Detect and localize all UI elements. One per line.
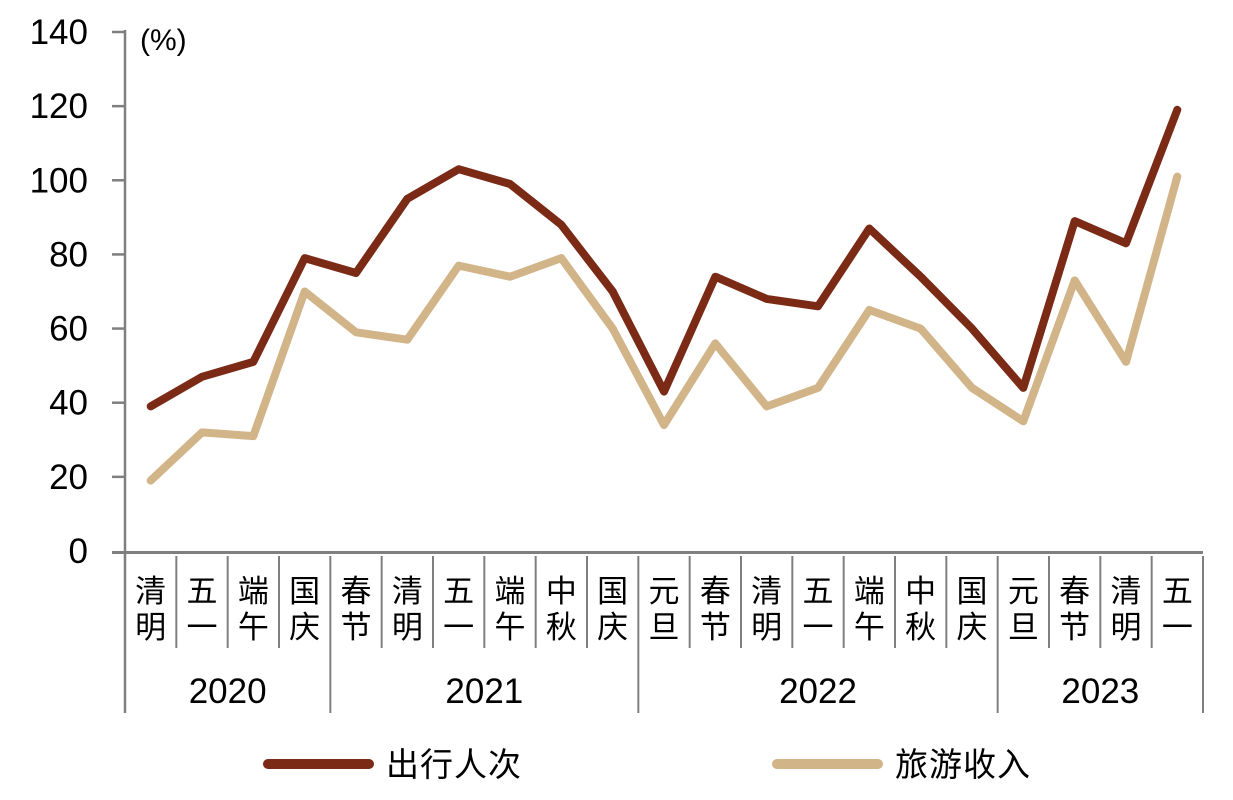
holiday-label: 中秋	[546, 574, 577, 645]
holiday-label: 端午	[495, 574, 526, 645]
holiday-label: 元旦	[1008, 574, 1039, 645]
holiday-label: 春节	[1059, 574, 1090, 645]
y-tick-label: 20	[49, 458, 88, 497]
holiday-label: 春节	[700, 574, 731, 645]
year-label: 2022	[779, 672, 857, 711]
series-line-trips	[146, 105, 1182, 411]
holiday-label: 端午	[238, 574, 269, 645]
y-tick-label: 0	[69, 532, 88, 571]
holiday-label: 中秋	[905, 574, 936, 645]
legend-item-revenue: 旅游收入	[772, 738, 1031, 790]
y-tick-label: 140	[30, 13, 88, 52]
holiday-label: 清明	[135, 574, 166, 645]
holiday-label: 五一	[443, 574, 474, 645]
y-tick-label: 100	[30, 161, 88, 200]
legend-label-revenue: 旅游收入	[895, 745, 1031, 783]
y-tick-label: 40	[49, 384, 88, 423]
y-tick-label: 120	[30, 87, 88, 126]
holiday-label: 五一	[1162, 574, 1193, 645]
year-label: 2020	[189, 672, 267, 711]
legend-label-trips: 出行人次	[386, 745, 522, 783]
holiday-label: 五一	[803, 574, 834, 645]
holiday-label: 清明	[751, 574, 782, 645]
y-axis-unit-label: (%)	[140, 24, 187, 57]
legend-item-trips: 出行人次	[263, 738, 522, 790]
holiday-label: 清明	[1111, 574, 1142, 645]
y-tick-label: 80	[49, 235, 88, 274]
series-line-revenue	[146, 172, 1182, 485]
holiday-label: 国庆	[957, 574, 988, 645]
holiday-label: 国庆	[289, 574, 320, 645]
y-tick-label: 60	[49, 310, 88, 349]
holiday-label: 春节	[341, 574, 372, 645]
holiday-label: 五一	[187, 574, 218, 645]
legend-swatch-trips	[263, 759, 374, 769]
holiday-label: 清明	[392, 574, 423, 645]
holiday-label: 国庆	[597, 574, 628, 645]
legend: 出行人次 旅游收入	[0, 738, 1233, 790]
holiday-label: 端午	[854, 574, 885, 645]
year-label: 2021	[445, 672, 523, 711]
year-label: 2023	[1061, 672, 1139, 711]
legend-swatch-revenue	[772, 759, 883, 769]
holiday-label: 元旦	[649, 574, 680, 645]
